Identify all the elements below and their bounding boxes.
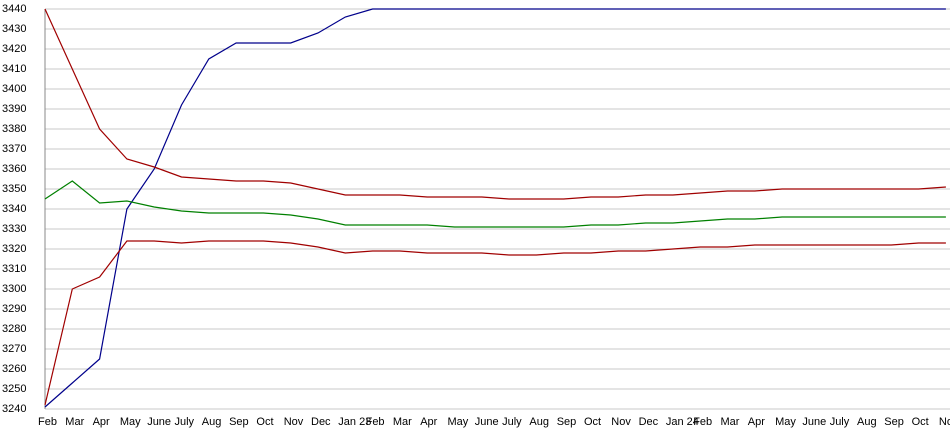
series-line (44, 240, 946, 406)
y-tick-label: 3280 (2, 323, 26, 335)
y-tick-label: 3250 (2, 383, 26, 395)
y-tick-label: 3360 (2, 163, 26, 175)
x-tick-label: Feb (38, 416, 57, 428)
y-tick-label: 3270 (2, 343, 26, 355)
x-tick-label: Oct (256, 416, 273, 428)
series-line (44, 8, 946, 408)
x-tick-label: Apr (748, 416, 765, 428)
y-tick-label: 3240 (2, 403, 26, 415)
series-line (44, 8, 946, 200)
x-tick-label: Sep (884, 416, 904, 428)
x-tick-label: Nov (939, 416, 950, 428)
x-tick-label: Dec (639, 416, 659, 428)
y-tick-label: 3340 (2, 203, 26, 215)
x-tick-label: Oct (584, 416, 601, 428)
x-tick-label: Feb (366, 416, 385, 428)
x-tick-label: Feb (693, 416, 712, 428)
y-tick-label: 3390 (2, 103, 26, 115)
y-tick-label: 3370 (2, 143, 26, 155)
x-tick-label: Dec (311, 416, 331, 428)
x-tick-label: Oct (912, 416, 929, 428)
x-tick-label: Apr (93, 416, 110, 428)
x-tick-label: Apr (420, 416, 437, 428)
y-tick-label: 3290 (2, 303, 26, 315)
x-tick-label: Jan 24 (666, 416, 699, 428)
x-tick-label: July (175, 416, 195, 428)
x-tick-label: July (502, 416, 522, 428)
x-tick-label: Nov (284, 416, 304, 428)
x-tick-label: June (802, 416, 826, 428)
y-tick-label: 3300 (2, 283, 26, 295)
x-tick-label: May (448, 416, 469, 428)
y-tick-label: 3410 (2, 63, 26, 75)
x-tick-label: Sep (557, 416, 577, 428)
x-tick-label: Jan 23 (338, 416, 371, 428)
x-tick-label: Aug (202, 416, 222, 428)
x-tick-label: Mar (393, 416, 412, 428)
x-tick-label: Aug (857, 416, 877, 428)
y-tick-label: 3430 (2, 23, 26, 35)
y-tick-label: 3400 (2, 83, 26, 95)
y-tick-label: 3320 (2, 243, 26, 255)
x-tick-label: July (830, 416, 850, 428)
y-tick-label: 3330 (2, 223, 26, 235)
x-tick-label: June (147, 416, 171, 428)
x-tick-label: May (775, 416, 796, 428)
x-tick-label: Mar (65, 416, 84, 428)
x-tick-label: Sep (229, 416, 249, 428)
x-tick-label: May (120, 416, 141, 428)
y-tick-label: 3420 (2, 43, 26, 55)
y-tick-label: 3310 (2, 263, 26, 275)
y-tick-label: 3260 (2, 363, 26, 375)
x-tick-label: Nov (611, 416, 631, 428)
series-line (44, 180, 946, 228)
x-tick-label: Mar (721, 416, 740, 428)
x-tick-label: Aug (529, 416, 549, 428)
y-tick-label: 3380 (2, 123, 26, 135)
y-tick-label: 3440 (2, 3, 26, 15)
x-tick-label: June (475, 416, 499, 428)
y-tick-label: 3350 (2, 183, 26, 195)
